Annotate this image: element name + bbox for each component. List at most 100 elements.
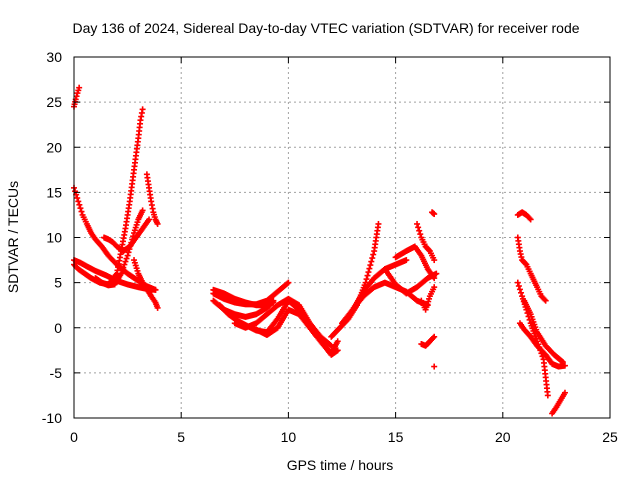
y-tick-label: 5 xyxy=(54,275,62,291)
axis-ticks xyxy=(73,56,611,419)
data-point xyxy=(414,220,421,227)
data-point xyxy=(542,297,549,304)
series-arc-06 xyxy=(92,207,146,289)
series-arc-23 xyxy=(429,209,438,218)
y-tick-label: 15 xyxy=(46,184,62,200)
data-point xyxy=(541,296,548,303)
data-point xyxy=(139,207,146,214)
data-point xyxy=(369,255,376,262)
data-point xyxy=(559,359,566,366)
data-point xyxy=(558,358,565,365)
data-point xyxy=(284,280,291,287)
data-point xyxy=(327,341,334,348)
data-point xyxy=(334,338,341,345)
data-point xyxy=(328,342,335,349)
y-tick-label: 0 xyxy=(54,320,62,336)
x-tick-label: 10 xyxy=(281,429,297,445)
data-point xyxy=(154,304,161,311)
data-point xyxy=(362,279,369,286)
data-point xyxy=(518,289,525,296)
series-arc-26 xyxy=(514,234,549,304)
chart-title: Day 136 of 2024, Sidereal Day-to-day VTE… xyxy=(72,20,579,36)
x-tick-label: 0 xyxy=(70,429,78,445)
series-arc-25 xyxy=(514,209,534,223)
data-point xyxy=(76,84,83,91)
series-arc-01 xyxy=(71,84,83,110)
series-arc-19 xyxy=(392,243,438,282)
series-arc-24 xyxy=(431,363,438,370)
data-points xyxy=(71,84,568,417)
x-tick-label: 20 xyxy=(495,429,511,445)
data-point xyxy=(75,198,82,205)
data-point xyxy=(74,195,81,202)
x-tick-label: 15 xyxy=(388,429,404,445)
data-point xyxy=(119,267,126,274)
data-point xyxy=(72,188,79,195)
data-point xyxy=(125,249,132,256)
data-point xyxy=(431,275,438,282)
data-point xyxy=(370,251,377,258)
data-point xyxy=(431,284,438,291)
data-point xyxy=(118,270,125,277)
series-arc-28 xyxy=(516,320,568,370)
series-arc-30 xyxy=(549,389,568,417)
y-tick-label: 25 xyxy=(46,94,62,110)
data-point xyxy=(431,257,438,264)
data-point xyxy=(515,283,522,290)
data-point xyxy=(363,276,370,283)
data-point xyxy=(123,255,130,262)
data-point xyxy=(124,252,131,259)
data-point xyxy=(122,258,129,265)
data-point xyxy=(561,389,568,396)
data-point xyxy=(416,227,423,234)
x-tick-label: 5 xyxy=(177,429,185,445)
data-point xyxy=(269,298,276,305)
data-point xyxy=(431,333,438,340)
data-point xyxy=(128,239,135,246)
data-point xyxy=(270,297,277,304)
data-point xyxy=(430,334,437,341)
data-point xyxy=(139,106,146,113)
series-arc-22 xyxy=(418,333,438,349)
series-arc-16 xyxy=(339,257,410,327)
data-point xyxy=(73,93,80,100)
data-point xyxy=(364,272,371,279)
y-tick-label: -5 xyxy=(50,365,63,381)
data-point xyxy=(77,205,84,212)
series-arc-20 xyxy=(414,220,438,264)
x-tick-labels: 0 5 10 15 20 25 xyxy=(70,429,618,445)
data-point xyxy=(152,286,159,293)
data-point xyxy=(76,201,83,208)
series-arc-14 xyxy=(253,306,341,358)
data-point xyxy=(431,211,438,218)
data-point xyxy=(154,220,161,227)
data-point xyxy=(375,220,382,227)
data-point xyxy=(522,260,529,267)
data-point xyxy=(526,215,533,222)
y-tick-label: 30 xyxy=(46,49,62,65)
data-point xyxy=(129,236,136,243)
series-arc-08 xyxy=(143,171,161,227)
series-arc-29 xyxy=(521,297,566,366)
data-point xyxy=(126,246,133,253)
x-axis-label: GPS time / hours xyxy=(287,457,394,473)
data-point xyxy=(514,279,521,286)
y-tick-labels: 30 25 20 15 10 5 0 -5 -10 xyxy=(42,49,62,426)
data-point xyxy=(431,363,438,370)
data-point xyxy=(127,242,134,249)
data-point xyxy=(417,231,424,238)
data-point xyxy=(415,224,422,231)
data-point xyxy=(561,362,568,369)
data-point xyxy=(365,269,372,276)
data-point xyxy=(516,286,523,293)
data-point xyxy=(368,258,375,265)
data-point xyxy=(426,247,433,254)
series-arc-07 xyxy=(131,257,161,311)
y-tick-label: -10 xyxy=(42,410,62,426)
data-point xyxy=(78,208,85,215)
data-point xyxy=(121,261,128,268)
data-point xyxy=(334,347,341,354)
grid-lines xyxy=(74,57,610,418)
data-point xyxy=(403,257,410,264)
